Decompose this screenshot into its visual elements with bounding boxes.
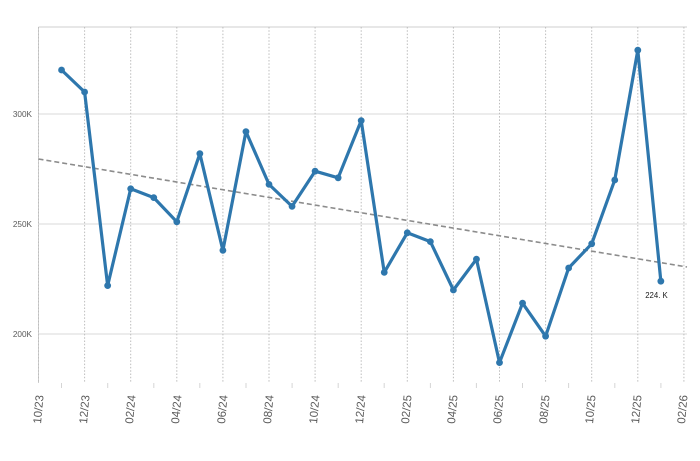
svg-text:250K: 250K <box>13 220 33 229</box>
svg-text:224. K: 224. K <box>645 291 668 300</box>
svg-text:08/24: 08/24 <box>262 394 277 424</box>
svg-text:10/25: 10/25 <box>584 395 598 425</box>
svg-text:10/23: 10/23 <box>32 395 46 425</box>
svg-text:10/24: 10/24 <box>308 394 323 424</box>
svg-text:12/25: 12/25 <box>630 395 644 425</box>
svg-text:06/24: 06/24 <box>216 394 231 424</box>
svg-text:08/25: 08/25 <box>538 395 552 425</box>
svg-text:02/26: 02/26 <box>676 395 690 425</box>
svg-text:04/25: 04/25 <box>446 395 460 425</box>
svg-text:02/24: 02/24 <box>124 394 139 424</box>
svg-text:12/24: 12/24 <box>354 394 369 424</box>
svg-text:300K: 300K <box>13 110 33 119</box>
svg-text:200K: 200K <box>13 330 33 339</box>
svg-text:02/25: 02/25 <box>400 395 414 425</box>
svg-text:12/23: 12/23 <box>78 395 92 425</box>
svg-text:04/24: 04/24 <box>170 394 185 424</box>
svg-text:06/25: 06/25 <box>492 395 506 425</box>
